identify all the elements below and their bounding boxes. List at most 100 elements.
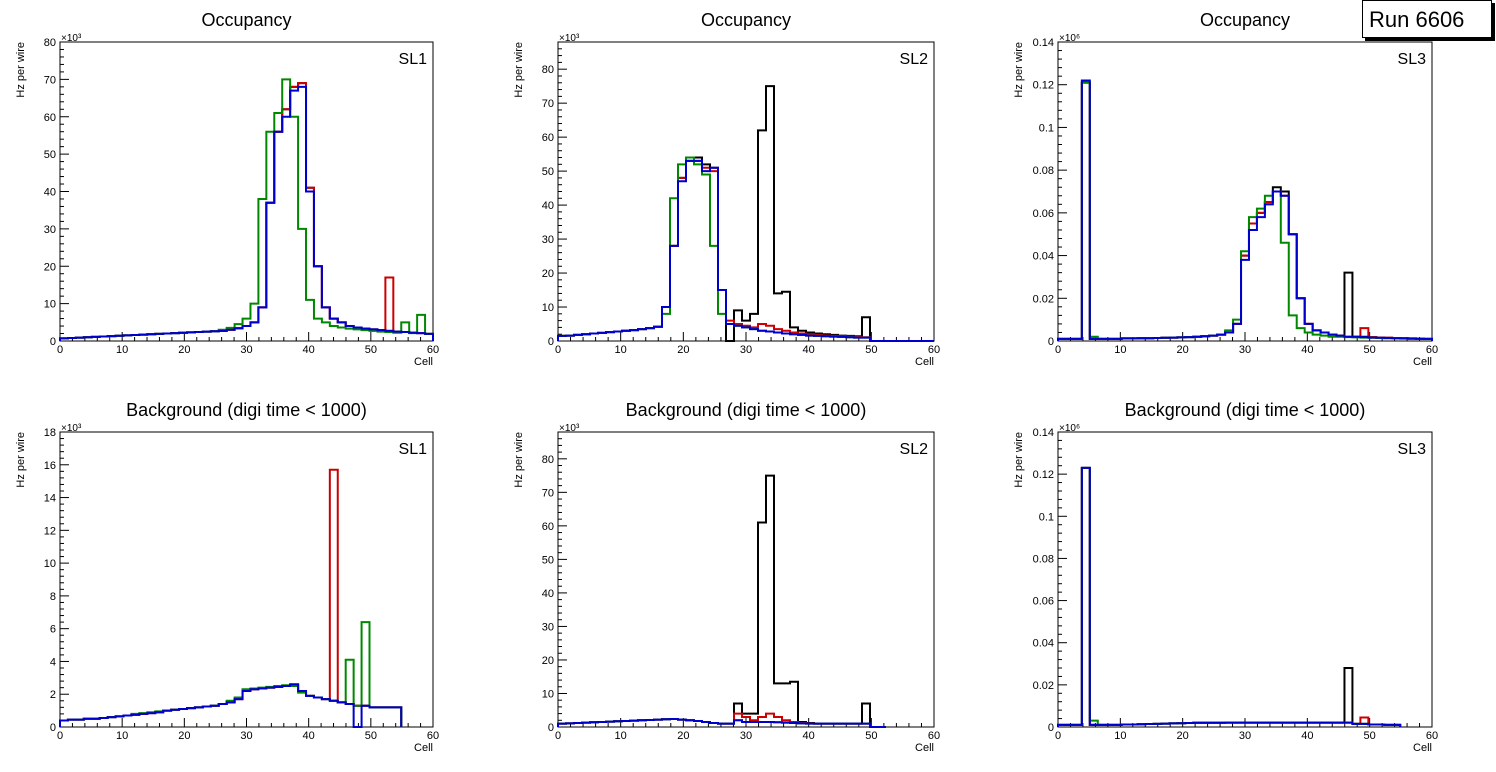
panel-3-ytick-label: 0.12 bbox=[1033, 80, 1054, 92]
panel-5-series-red bbox=[557, 712, 886, 728]
panel-5-xtick-label: 30 bbox=[740, 730, 752, 742]
panel-1-series-green bbox=[59, 78, 434, 341]
panel-2-series-red bbox=[557, 159, 934, 342]
panel-4-ytick-label: 2 bbox=[50, 689, 56, 701]
panel-4-ylabel: Hz per wire bbox=[15, 432, 27, 488]
panel-6-ytick-label: 0.02 bbox=[1033, 680, 1054, 692]
panel-2-ytick-label: 60 bbox=[542, 132, 554, 144]
panel-1-ytick-label: 40 bbox=[44, 187, 56, 199]
panel-1-sl-label: SL1 bbox=[399, 51, 428, 68]
panel-6-series-green bbox=[1057, 466, 1402, 727]
panel-1-series-black bbox=[59, 82, 434, 341]
panel-6-xtick-label: 50 bbox=[1364, 730, 1376, 742]
panel-5-frame bbox=[557, 431, 935, 728]
panel-5-ylabel: Hz per wire bbox=[513, 432, 525, 488]
panel-3-xtick-label: 40 bbox=[1301, 344, 1313, 356]
panel-4-ytick-label: 8 bbox=[50, 591, 56, 603]
panel-4-xtick-label: 10 bbox=[116, 730, 128, 742]
panel-1-xtick-label: 60 bbox=[427, 344, 439, 356]
panel-3-xlabel: Cell bbox=[1413, 356, 1432, 368]
panel-1-ylabel: Hz per wire bbox=[15, 42, 27, 98]
panel-4-exponent: ×10³ bbox=[61, 423, 82, 434]
panel-4-ytick-label: 6 bbox=[50, 624, 56, 636]
panel-3-xtick-label: 10 bbox=[1114, 344, 1126, 356]
panel-4-ytick-label: 10 bbox=[44, 558, 56, 570]
panel-5-xtick-label: 50 bbox=[865, 730, 877, 742]
panel-6-frame bbox=[1057, 431, 1433, 728]
panel-1-ytick-label: 70 bbox=[44, 74, 56, 86]
panel-5-ytick-label: 20 bbox=[542, 655, 554, 667]
panel-3-ytick-label: 0.04 bbox=[1033, 251, 1054, 263]
panel-3-series-blue bbox=[1057, 79, 1433, 341]
panel-5-sl-label: SL2 bbox=[900, 441, 929, 458]
panel-6-xtick-label: 30 bbox=[1239, 730, 1251, 742]
panel-3-xtick-label: 30 bbox=[1239, 344, 1251, 356]
panel-5-ytick-label: 10 bbox=[542, 688, 554, 700]
panel-6-xtick-label: 0 bbox=[1055, 730, 1061, 742]
panel-1-ytick-label: 80 bbox=[44, 37, 56, 49]
panel-4-ytick-label: 12 bbox=[44, 525, 56, 537]
panel-4-title: Background (digi time < 1000) bbox=[126, 400, 367, 420]
panel-3-exponent: ×10⁶ bbox=[1059, 33, 1080, 44]
panel-5-xtick-label: 40 bbox=[803, 730, 815, 742]
panel-6-ytick-label: 0.08 bbox=[1033, 553, 1054, 565]
run-label-box: Run 6606 bbox=[1362, 0, 1492, 38]
panel-2-series-green bbox=[557, 156, 934, 342]
panel-3-ytick-label: 0.1 bbox=[1039, 122, 1054, 134]
panel-6-exponent: ×10⁶ bbox=[1059, 423, 1080, 434]
panel-1-ytick-label: 10 bbox=[44, 299, 56, 311]
panel-1-title: Occupancy bbox=[201, 10, 291, 30]
panel-5-series-black bbox=[557, 474, 886, 728]
panel-5-xtick-label: 10 bbox=[615, 730, 627, 742]
panel-1-ytick-label: 50 bbox=[44, 149, 56, 161]
panel-6-xtick-label: 60 bbox=[1426, 730, 1438, 742]
panel-5-series-blue bbox=[557, 717, 886, 728]
panel-4-ytick-label: 16 bbox=[44, 460, 56, 472]
panel-6-ytick-label: 0 bbox=[1048, 722, 1054, 734]
panel-1-exponent: ×10³ bbox=[61, 33, 82, 44]
panel-3-xtick-label: 20 bbox=[1177, 344, 1189, 356]
panel-4-ytick-label: 0 bbox=[50, 722, 56, 734]
panel-1-xtick-label: 30 bbox=[240, 344, 252, 356]
panel-2-ytick-label: 20 bbox=[542, 268, 554, 280]
panel-6-xlabel: Cell bbox=[1413, 742, 1432, 754]
run-label: Run 6606 bbox=[1369, 7, 1465, 32]
panel-4-frame bbox=[59, 431, 434, 728]
panel-6-ytick-label: 0.04 bbox=[1033, 638, 1054, 650]
panel-5-xlabel: Cell bbox=[915, 742, 934, 754]
panel-4-sl-label: SL1 bbox=[399, 441, 428, 458]
panel-2-xtick-label: 50 bbox=[865, 344, 877, 356]
panel-5-ytick-label: 0 bbox=[548, 722, 554, 734]
panel-6-xtick-label: 20 bbox=[1177, 730, 1189, 742]
panel-3-ytick-label: 0 bbox=[1048, 336, 1054, 348]
panel-4-xtick-label: 20 bbox=[178, 730, 190, 742]
panel-3-xtick-label: 60 bbox=[1426, 344, 1438, 356]
panel-3-ytick-label: 0.14 bbox=[1033, 37, 1054, 49]
panel-5-ytick-label: 80 bbox=[542, 454, 554, 466]
panel-5-ytick-label: 40 bbox=[542, 588, 554, 600]
panel-1-ytick-label: 20 bbox=[44, 261, 56, 273]
panel-5-ytick-label: 70 bbox=[542, 487, 554, 499]
panel-2-xlabel: Cell bbox=[915, 356, 934, 368]
panel-2-ytick-label: 50 bbox=[542, 166, 554, 178]
panel-1-xtick-label: 40 bbox=[303, 344, 315, 356]
panel-1-series-blue bbox=[59, 85, 434, 341]
panel-6-ylabel: Hz per wire bbox=[1013, 432, 1025, 488]
panel-4-series-red bbox=[59, 468, 403, 727]
panel-3-sl-label: SL3 bbox=[1398, 51, 1427, 68]
panel-5-exponent: ×10³ bbox=[559, 423, 580, 434]
panel-2-xtick-label: 20 bbox=[677, 344, 689, 356]
panel-2-ylabel: Hz per wire bbox=[513, 42, 525, 98]
panel-3-series-black bbox=[1057, 81, 1433, 341]
panel-5-ytick-label: 50 bbox=[542, 554, 554, 566]
panel-2-ytick-label: 80 bbox=[542, 64, 554, 76]
panel-2-xtick-label: 30 bbox=[740, 344, 752, 356]
panel-6-xtick-label: 40 bbox=[1301, 730, 1313, 742]
panel-3-ytick-label: 0.06 bbox=[1033, 208, 1054, 220]
panel-4-xlabel: Cell bbox=[414, 742, 433, 754]
panel-4-series-green bbox=[59, 621, 403, 727]
panel-6-sl-label: SL3 bbox=[1398, 441, 1427, 458]
panel-1-ytick-label: 30 bbox=[44, 224, 56, 236]
panel-1-xtick-label: 10 bbox=[116, 344, 128, 356]
